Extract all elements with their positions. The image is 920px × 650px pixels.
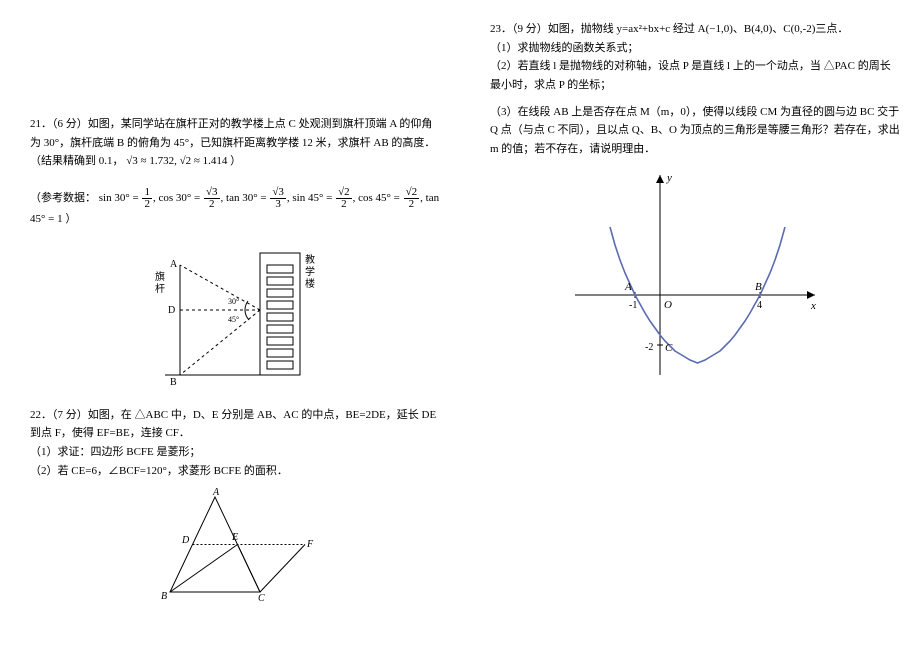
- svg-text:30°: 30°: [228, 297, 239, 306]
- svg-text:杆: 杆: [155, 283, 165, 295]
- problem-21-trig: （参考数据： sin 30° = 12, cos 30° = √32, tan …: [30, 187, 440, 229]
- svg-text:-1: -1: [629, 300, 637, 311]
- svg-text:x: x: [810, 300, 816, 312]
- problem-23-s2: （2）若直线 l 是抛物线的对称轴，设点 P 是直线 l 上的一个动点，当 △P…: [490, 57, 900, 94]
- svg-text:B: B: [755, 281, 762, 293]
- problem-22-s2: （2）若 CE=6，∠BCF=120°，求菱形 BCFE 的面积．: [30, 462, 440, 481]
- problem-23-s3: （3）在线段 AB 上是否存在点 M（m，0），使得以线段 CM 为直径的圆与边…: [490, 103, 900, 159]
- svg-text:C: C: [665, 342, 673, 354]
- svg-text:旗: 旗: [155, 270, 165, 283]
- svg-text:B: B: [161, 591, 167, 602]
- problem-23-s1: （1）求抛物线的函数关系式；: [490, 39, 900, 58]
- problem-23-heading: 23．（9 分）如图，抛物线 y=ax²+bx+c 经过 A(−1,0)、B(4…: [490, 20, 900, 39]
- svg-text:A: A: [212, 487, 220, 498]
- svg-text:45°: 45°: [228, 315, 239, 324]
- problem-21-heading: 21．（6 分）如图，某同学站在旗杆正对的教学楼上点 C 处观测到旗杆顶端 A …: [30, 115, 440, 152]
- svg-text:楼: 楼: [305, 277, 315, 290]
- problem-22-s1: （1）求证：四边形 BCFE 是菱形；: [30, 443, 440, 462]
- problem-23-figure: #parab{display:none} x y O A -1 B 4 -2 C: [565, 165, 825, 385]
- svg-text:教: 教: [305, 253, 315, 266]
- problem-21: 21．（6 分）如图，某同学站在旗杆正对的教学楼上点 C 处观测到旗杆顶端 A …: [30, 115, 440, 390]
- svg-text:B: B: [170, 377, 177, 388]
- svg-text:C: C: [258, 593, 265, 604]
- problem-21-approx: （结果精确到 0.1， √3 ≈ 1.732, √2 ≈ 1.414 ）: [30, 152, 440, 171]
- svg-text:D: D: [168, 305, 175, 316]
- svg-text:O: O: [664, 299, 672, 311]
- problem-22-heading: 22．（7 分）如图，在 △ABC 中，D、E 分别是 AB、AC 的中点，BE…: [30, 406, 440, 443]
- problem-23: 23．（9 分）如图，抛物线 y=ax²+bx+c 经过 A(−1,0)、B(4…: [490, 20, 900, 385]
- svg-text:F: F: [306, 539, 314, 550]
- svg-text:E: E: [231, 532, 238, 543]
- problem-22: 22．（7 分）如图，在 △ABC 中，D、E 分别是 AB、AC 的中点，BE…: [30, 406, 440, 607]
- svg-text:y: y: [666, 172, 672, 184]
- svg-text:4: 4: [757, 300, 762, 311]
- svg-text:A: A: [624, 281, 632, 293]
- problem-22-figure: A B C D E F: [155, 487, 315, 607]
- svg-text:A: A: [170, 259, 178, 270]
- svg-text:学: 学: [305, 265, 315, 278]
- svg-text:-2: -2: [645, 342, 653, 353]
- svg-text:D: D: [181, 535, 190, 546]
- problem-21-figure: A B D 30° 45° 旗 杆 教 学 楼: [145, 235, 325, 390]
